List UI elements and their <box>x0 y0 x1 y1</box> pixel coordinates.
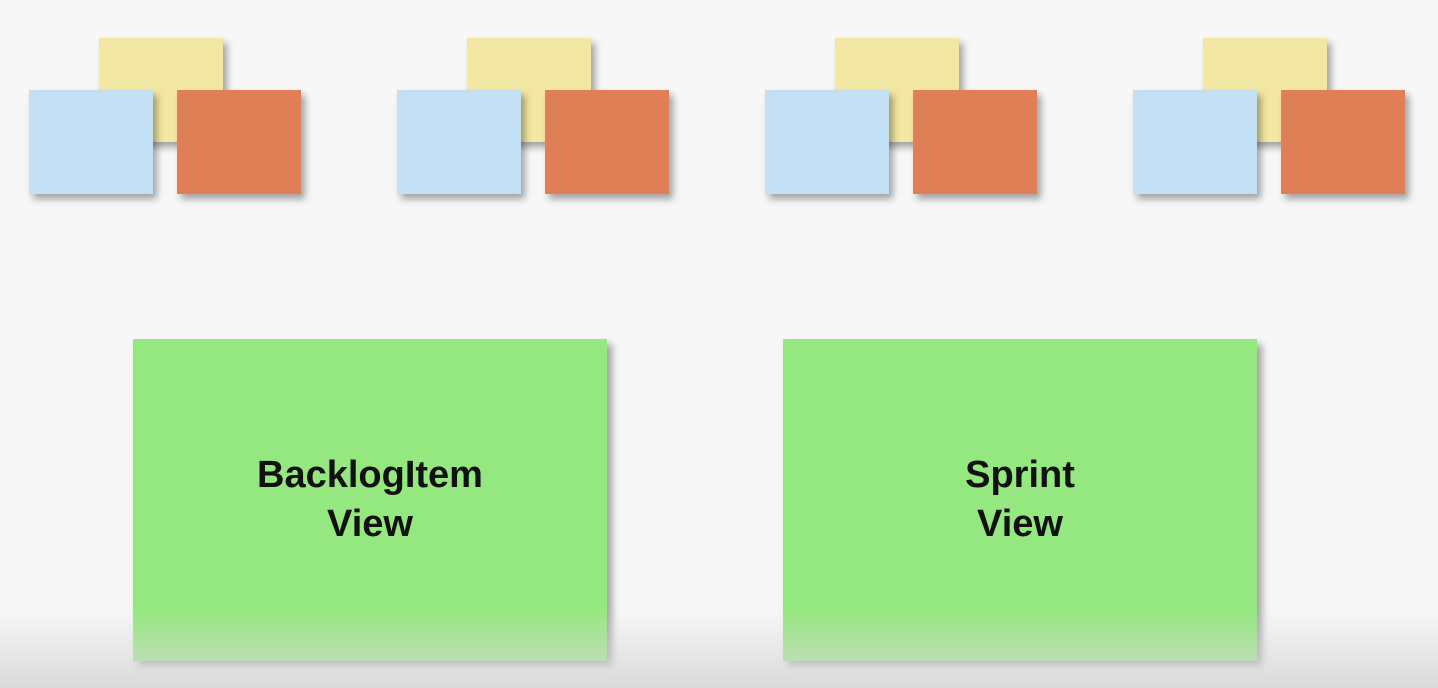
sticky-note-group-3 <box>765 36 1041 198</box>
view-title-line-1: Sprint <box>965 454 1075 496</box>
sprint-view-box: Sprint View <box>783 339 1257 661</box>
sticky-note-blue <box>397 90 521 194</box>
sticky-note-orange <box>177 90 301 194</box>
sticky-note-group-1 <box>29 36 305 198</box>
sticky-note-blue <box>29 90 153 194</box>
sticky-note-orange <box>1281 90 1405 194</box>
sticky-note-group-2 <box>397 36 673 198</box>
sticky-note-blue <box>1133 90 1257 194</box>
sticky-note-orange <box>913 90 1037 194</box>
sticky-note-blue <box>765 90 889 194</box>
view-title-line-2: View <box>327 503 413 545</box>
view-title-line-2: View <box>977 503 1063 545</box>
sticky-note-group-4 <box>1133 36 1409 198</box>
backlogitem-view-box: BacklogItem View <box>133 339 607 661</box>
view-title-line-1: BacklogItem <box>257 454 483 496</box>
sticky-note-orange <box>545 90 669 194</box>
